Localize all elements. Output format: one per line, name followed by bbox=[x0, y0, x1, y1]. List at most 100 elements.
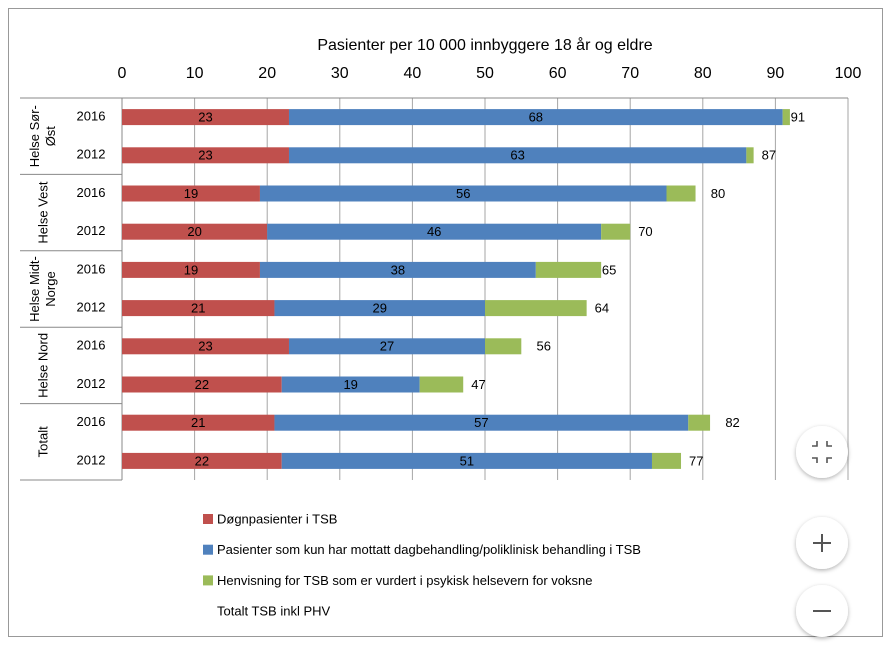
data-label: 23 bbox=[198, 110, 212, 125]
x-tick-label: 0 bbox=[118, 65, 127, 82]
y-tick-label: 2016 bbox=[77, 261, 106, 276]
bar-segment bbox=[288, 338, 485, 355]
data-label: 27 bbox=[380, 339, 394, 354]
legend-swatch bbox=[203, 575, 213, 586]
bar-segment bbox=[122, 147, 289, 164]
data-label: 23 bbox=[198, 148, 212, 163]
chart-title: Pasienter per 10 000 innbyggere 18 år og… bbox=[317, 36, 652, 54]
total-label: 64 bbox=[595, 301, 609, 316]
x-tick-label: 10 bbox=[186, 65, 204, 82]
bar-segment bbox=[122, 452, 282, 469]
bar-segment bbox=[535, 261, 602, 278]
legend-label: Døgnpasienter i TSB bbox=[217, 511, 337, 526]
data-label: 19 bbox=[343, 377, 357, 392]
x-tick-label: 100 bbox=[835, 65, 862, 82]
data-label: 23 bbox=[198, 339, 212, 354]
group-label: Helse Nord bbox=[35, 333, 50, 398]
bar-segment bbox=[288, 109, 783, 126]
bar-segment bbox=[122, 109, 289, 126]
bar-segment bbox=[122, 261, 260, 278]
bar-segment bbox=[746, 147, 754, 164]
legend-label: Pasienter som kun har mottatt dagbehandl… bbox=[217, 542, 641, 557]
bar-segment bbox=[281, 376, 420, 393]
data-label: 20 bbox=[187, 224, 201, 239]
y-tick-label: 2012 bbox=[77, 300, 106, 315]
total-label: 47 bbox=[471, 377, 485, 392]
y-tick-label: 2016 bbox=[77, 185, 106, 200]
bar-segment bbox=[485, 338, 522, 355]
group-label: Helse Midt-Norge bbox=[27, 256, 58, 322]
bar-segment bbox=[122, 185, 260, 202]
bar-segment bbox=[288, 147, 747, 164]
y-tick-label: 2016 bbox=[77, 414, 106, 429]
data-label: 56 bbox=[456, 186, 470, 201]
total-label: 77 bbox=[689, 453, 703, 468]
bar-segment bbox=[122, 414, 275, 431]
zoom-out-button[interactable] bbox=[796, 585, 848, 637]
y-tick-label: 2012 bbox=[77, 147, 106, 162]
y-tick-label: 2012 bbox=[77, 452, 106, 467]
bar-segment bbox=[688, 414, 711, 431]
y-tick-label: 2016 bbox=[77, 338, 106, 353]
data-label: 46 bbox=[427, 224, 441, 239]
data-label: 51 bbox=[460, 453, 474, 468]
total-label: 65 bbox=[602, 262, 616, 277]
data-label: 22 bbox=[195, 453, 209, 468]
x-tick-label: 60 bbox=[549, 65, 567, 82]
x-tick-label: 50 bbox=[476, 65, 494, 82]
bar-segment bbox=[122, 338, 289, 355]
x-tick-label: 40 bbox=[404, 65, 422, 82]
group-label: Helse Vest bbox=[35, 181, 50, 244]
bar-segment bbox=[274, 414, 689, 431]
legend-swatch bbox=[203, 544, 213, 555]
total-label: 70 bbox=[638, 224, 652, 239]
data-label: 38 bbox=[391, 262, 405, 277]
bar-segment bbox=[419, 376, 464, 393]
total-label: 91 bbox=[791, 110, 805, 125]
data-label: 19 bbox=[184, 262, 198, 277]
bar-segment bbox=[281, 452, 652, 469]
plot: 0 10 20 30 40 50 60 70 80 90 100 2016 2012 2016 2012 20… bbox=[20, 65, 862, 619]
data-label: 68 bbox=[529, 110, 543, 125]
total-label: 87 bbox=[762, 148, 776, 163]
legend-swatch bbox=[203, 514, 213, 524]
total-label: 82 bbox=[725, 415, 739, 430]
bar-segment bbox=[485, 300, 587, 317]
data-label: 21 bbox=[191, 301, 205, 316]
x-tick-label: 20 bbox=[258, 65, 276, 82]
data-label: 19 bbox=[184, 186, 198, 201]
bar-segment bbox=[651, 452, 682, 469]
data-label: 21 bbox=[191, 415, 205, 430]
y-tick-label: 2012 bbox=[77, 376, 106, 391]
y-tick-label: 2016 bbox=[77, 109, 106, 124]
bar-segment bbox=[259, 185, 667, 202]
data-label: 29 bbox=[372, 301, 386, 316]
x-tick-label: 80 bbox=[694, 65, 712, 82]
zoom-in-button[interactable] bbox=[796, 517, 848, 569]
bar-segment bbox=[267, 223, 602, 240]
x-tick-label: 30 bbox=[331, 65, 349, 82]
data-label: 22 bbox=[195, 377, 209, 392]
legend-label: Totalt TSB inkl PHV bbox=[217, 604, 331, 619]
bar-segment bbox=[122, 300, 275, 317]
bar-segment bbox=[122, 376, 282, 393]
bar-segment bbox=[601, 223, 631, 240]
bar-segment bbox=[259, 261, 536, 278]
bar-segment bbox=[274, 300, 485, 317]
y-tick-label: 2012 bbox=[77, 223, 106, 238]
bar-segment bbox=[782, 109, 790, 126]
group-label: Helse Sør-Øst bbox=[27, 105, 58, 167]
x-tick-label: 90 bbox=[767, 65, 785, 82]
group-label: Totalt bbox=[35, 426, 50, 457]
data-label: 63 bbox=[510, 148, 524, 163]
total-label: 80 bbox=[711, 186, 725, 201]
bar-segment bbox=[122, 223, 268, 240]
x-tick-label: 70 bbox=[621, 65, 639, 82]
total-label: 56 bbox=[537, 339, 551, 354]
fullscreen-exit-button[interactable] bbox=[796, 426, 848, 478]
data-label: 57 bbox=[474, 415, 488, 430]
bar-segment bbox=[666, 185, 696, 202]
legend-label: Henvisning for TSB som er vurdert i psyk… bbox=[217, 573, 592, 588]
